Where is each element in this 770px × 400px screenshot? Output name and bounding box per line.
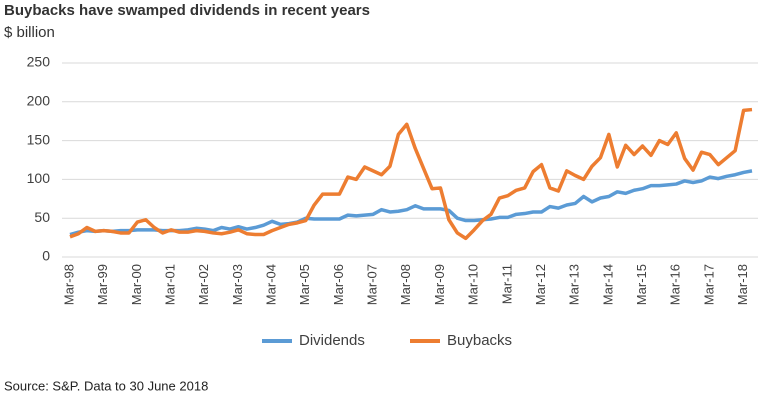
- y-tick-label: 150: [27, 131, 51, 147]
- x-tick-label: Mar-09: [432, 264, 447, 305]
- x-tick-label: Mar-17: [701, 264, 716, 305]
- y-tick-label: 50: [34, 209, 50, 225]
- y-tick-label: 200: [27, 93, 51, 109]
- source: Source: S&P. Data to 30 June 2018: [4, 378, 208, 393]
- x-tick-label: Mar-03: [230, 264, 245, 305]
- x-tick-label: Mar-04: [264, 264, 279, 305]
- y-tick-label: 0: [42, 248, 50, 264]
- x-tick-label: Mar-06: [331, 264, 346, 305]
- subtitle: $ billion: [4, 24, 55, 41]
- x-tick-label: Mar-11: [499, 264, 514, 304]
- x-tick-label: Mar-05: [297, 264, 312, 305]
- chart-title: Buybacks have swamped dividends in recen…: [4, 2, 370, 19]
- x-tick-label: Mar-18: [735, 264, 750, 305]
- x-tick-label: Mar-15: [634, 264, 649, 305]
- legend-label: Dividends: [299, 332, 365, 349]
- x-tick-label: Mar-13: [567, 264, 582, 305]
- x-tick-label: Mar-00: [129, 264, 144, 305]
- x-tick-label: Mar-16: [668, 264, 683, 305]
- x-tick-label: Mar-08: [398, 264, 413, 305]
- y-tick-label: 250: [27, 54, 51, 70]
- x-tick-label: Mar-07: [365, 264, 380, 305]
- y-tick-label: 100: [27, 170, 51, 186]
- x-tick-label: Mar-98: [61, 264, 76, 305]
- x-tick-label: Mar-10: [466, 264, 481, 305]
- x-tick-label: Mar-99: [95, 264, 110, 305]
- x-tick-label: Mar-02: [196, 264, 211, 305]
- series-line: [69, 107, 753, 241]
- x-tick-label: Mar-14: [600, 264, 615, 305]
- series-line: [69, 169, 753, 237]
- x-tick-label: Mar-12: [533, 264, 548, 305]
- x-tick-label: Mar-01: [162, 264, 177, 305]
- legend-label: Buybacks: [447, 332, 512, 349]
